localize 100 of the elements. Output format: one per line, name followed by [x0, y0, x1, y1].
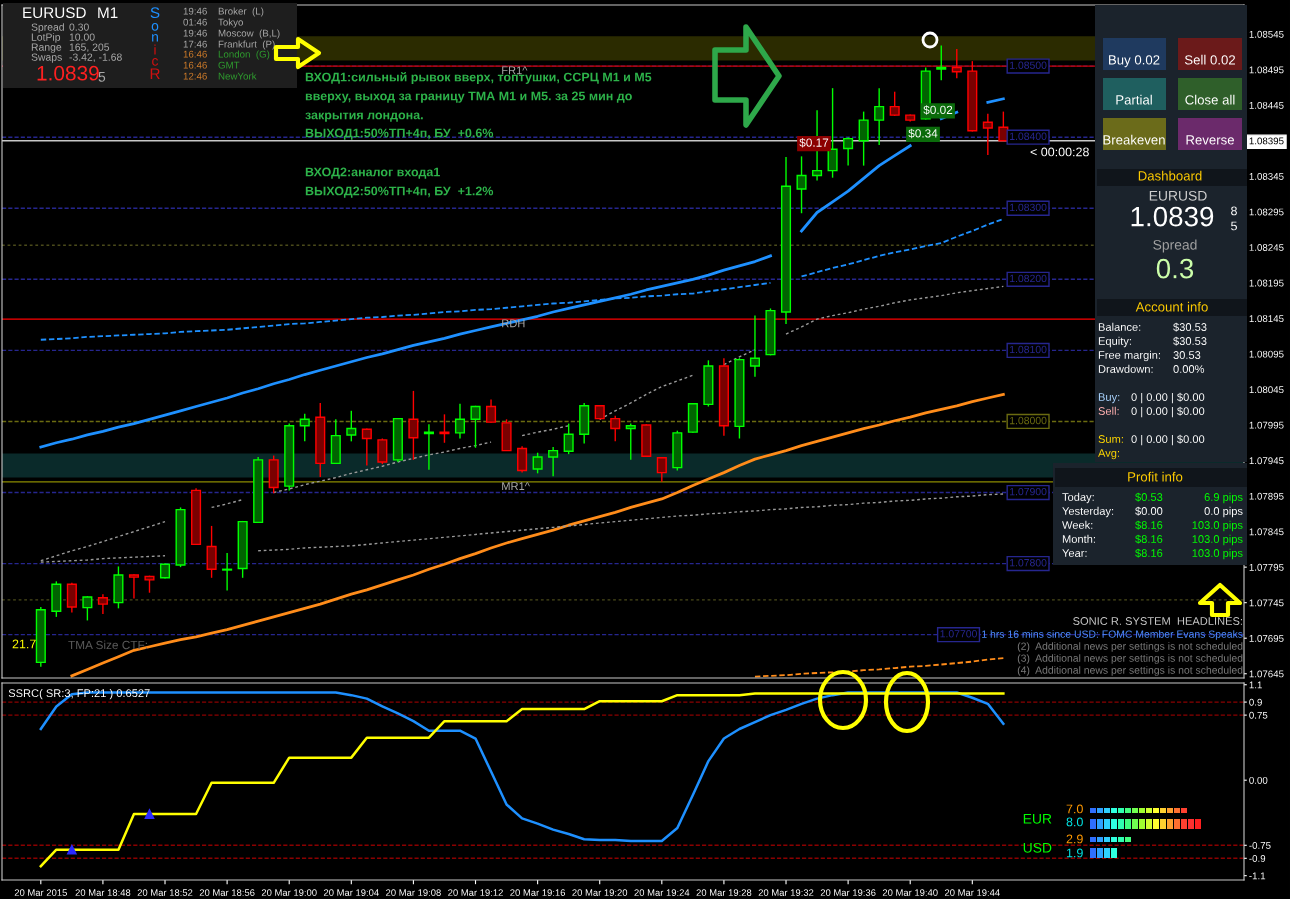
y-tick-label: -0.75: [1249, 842, 1271, 849]
y-tick-label: 1.07995: [1249, 421, 1284, 429]
y-tick-label: 1.08295: [1249, 208, 1284, 216]
annotation: 1.9: [1066, 848, 1083, 858]
annotation: 1.0839: [37, 65, 99, 81]
annotation: Year:: [1062, 549, 1087, 557]
annotation: Account info: [1135, 301, 1208, 312]
annotation: Partial: [1116, 94, 1152, 105]
annotation: 165, 205: [69, 43, 110, 53]
annotation: $0.02: [923, 105, 953, 115]
y-tick-label: 1.1: [1249, 681, 1262, 689]
annotation: 1.0839: [1131, 206, 1214, 227]
annotation: вверху, выход за границу ТМА М1 и М5. за 25 мин до: [305, 91, 632, 103]
annotation: Balance:: [1098, 322, 1141, 331]
annotation: SONIC R. SYSTEM HEADLINES:: [1073, 617, 1242, 625]
annotation: Buy:: [1098, 393, 1120, 404]
y-tick-label: 1.08145: [1249, 315, 1284, 323]
annotation: Sell 0.02: [1184, 54, 1236, 65]
y-tick-label: 1.08095: [1249, 350, 1284, 358]
x-tick-label: 20 Mar 2015: [14, 889, 67, 896]
annotation: Broker (L): [218, 7, 264, 17]
annotation: M1: [98, 7, 118, 18]
y-tick-label: 1.07795: [1249, 563, 1284, 571]
x-tick-label: 20 Mar 19:16: [510, 889, 566, 896]
x-tick-label: 20 Mar 19:04: [323, 889, 379, 896]
y-tick-label: 1.07695: [1249, 634, 1284, 642]
annotation: $8.16: [1135, 520, 1163, 530]
annotation: 5: [1231, 221, 1237, 231]
annotation: 10.00: [69, 33, 95, 41]
y-tick-label: 0.75: [1249, 711, 1268, 719]
ref-line-label: 1.07900: [1010, 487, 1047, 496]
annotation: i: [154, 44, 156, 55]
annotation: $8.16: [1135, 534, 1163, 544]
annotation: 0 | 0.00 | $0.00: [1131, 406, 1205, 418]
y-tick-label: 1.07945: [1249, 457, 1284, 465]
ref-line-label: 1.08300: [1010, 203, 1047, 212]
x-tick-label: 20 Mar 19:00: [261, 889, 317, 896]
annotation: $30.53: [1173, 322, 1207, 332]
y-tick-label: 0.00: [1249, 776, 1268, 784]
annotation: Tokyo: [218, 18, 243, 28]
annotation: $0.34: [908, 128, 938, 139]
annotation: Dashboard: [1138, 170, 1202, 181]
annotation: 19:46: [183, 29, 207, 37]
annotation: 0.30: [69, 23, 89, 31]
annotation: 6.9 pips: [1204, 492, 1243, 504]
annotation: 30.53: [1173, 351, 1201, 359]
ref-line-label: 1.08100: [1010, 345, 1047, 354]
ref-line-label: FR1^: [502, 66, 528, 75]
annotation: 103.0 pips: [1192, 520, 1243, 532]
annotation: ВЫХОД2:50%ТП+4п, БУ +1.2%: [305, 186, 494, 198]
y-tick-label: 1.07745: [1249, 599, 1284, 607]
annotation: 7.0: [1066, 804, 1083, 814]
y-tick-label: 1.08245: [1249, 244, 1284, 251]
annotation: R: [150, 68, 160, 79]
annotation: $30.53: [1173, 336, 1207, 346]
annotation: NewYork: [218, 72, 257, 80]
x-tick-label: 20 Mar 19:08: [386, 889, 441, 896]
annotation: S: [150, 7, 160, 19]
ref-line-label: 1.08500: [1010, 61, 1047, 69]
y-tick-label: -1.1: [1249, 872, 1266, 880]
y-tick-label: 1.08345: [1249, 173, 1284, 180]
annotation: 0.00%: [1173, 365, 1205, 373]
annotation: Spread: [1153, 239, 1197, 253]
annotation: Close all: [1185, 94, 1235, 105]
annotation: Week:: [1062, 520, 1093, 529]
annotation: 16:46: [183, 61, 207, 69]
y-tick-label: 1.08045: [1249, 386, 1284, 394]
y-tick-label: 1.08545: [1249, 30, 1284, 38]
annotation: LotPip: [31, 33, 61, 43]
annotation: 2.9: [1066, 834, 1083, 844]
annotation: 21.7: [12, 639, 36, 649]
x-tick-label: 20 Mar 19:32: [758, 889, 814, 896]
annotation: Spread: [31, 23, 64, 33]
annotation: London (G): [218, 50, 270, 60]
annotation: Yesterday:: [1062, 506, 1114, 518]
y-tick-label: 0.9: [1249, 698, 1262, 706]
x-tick-label: 20 Mar 19:20: [572, 889, 628, 896]
annotation: c: [152, 58, 159, 66]
annotation: 17:46: [183, 40, 207, 48]
ref-line-label: 1.08400: [1010, 132, 1047, 140]
y-tick-label: 1.07895: [1249, 492, 1284, 500]
annotation: Avg:: [1098, 449, 1120, 460]
x-tick-label: 20 Mar 19:40: [882, 889, 938, 896]
x-tick-label: 20 Mar 19:44: [944, 889, 1000, 896]
y-tick-label: 1.07845: [1249, 528, 1284, 536]
annotation: EUR: [1023, 814, 1052, 824]
annotation: Breakeven: [1103, 134, 1165, 145]
x-tick-label: 20 Mar 19:12: [448, 889, 503, 896]
annotation: 16:46: [183, 50, 207, 58]
x-tick-label: 20 Mar 19:28: [696, 889, 752, 896]
x-tick-label: 20 Mar 18:52: [137, 889, 193, 896]
annotation: o: [151, 23, 159, 31]
annotation: EURUSD: [23, 7, 86, 19]
annotation: (3) Additional news per settings is not scheduled: [1017, 654, 1243, 664]
x-tick-label: 20 Mar 18:56: [199, 889, 255, 896]
annotation: USD: [1023, 842, 1052, 853]
annotation: Month:: [1062, 534, 1095, 543]
annotation: $8.16: [1135, 548, 1163, 558]
y-tick-label: 1.08445: [1249, 101, 1284, 109]
annotation: Drawdown:: [1098, 364, 1153, 373]
